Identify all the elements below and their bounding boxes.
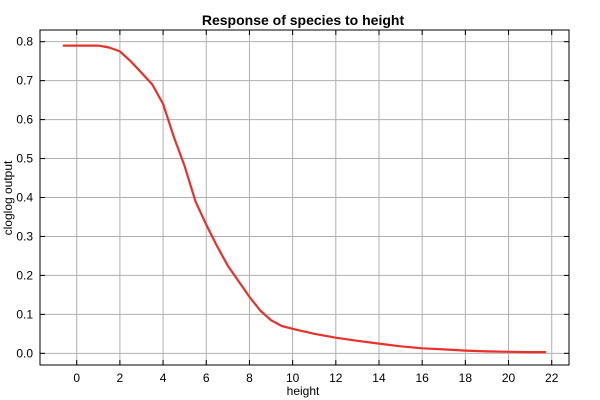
chart-title: Response of species to height (202, 12, 405, 28)
y-axis-label: cloglog output (1, 160, 15, 235)
y-tick-label: 0.3 (16, 229, 33, 243)
response-curve-line (62, 44, 547, 354)
x-tick-label: 22 (545, 371, 559, 385)
y-tick-label: 0.2 (16, 268, 33, 282)
x-tick-label: 4 (160, 371, 167, 385)
x-tick-label: 6 (203, 371, 210, 385)
x-tick-label: 20 (502, 371, 516, 385)
x-tick-label: 12 (329, 371, 343, 385)
x-tick-label: 18 (459, 371, 473, 385)
y-tick-label: 0.8 (16, 35, 33, 49)
x-tick-label: 2 (117, 371, 124, 385)
y-tick-label: 0.6 (16, 113, 33, 127)
x-axis-ticks: 0 2 4 6 8 10 12 14 16 18 20 22 (73, 30, 559, 385)
y-tick-label: 0.4 (16, 191, 33, 205)
x-tick-label: 0 (73, 371, 80, 385)
y-tick-label: 0.5 (16, 152, 33, 166)
y-tick-label: 0.7 (16, 74, 33, 88)
x-axis-label: height (287, 384, 320, 398)
y-tick-label: 0.0 (16, 346, 33, 360)
data-series (62, 44, 547, 354)
x-tick-label: 10 (286, 371, 300, 385)
x-tick-label: 8 (246, 371, 253, 385)
x-tick-label: 14 (372, 371, 386, 385)
grid-lines (40, 30, 569, 365)
y-tick-label: 0.1 (16, 307, 33, 321)
y-axis-ticks: 0.0 0.1 0.2 0.3 0.4 0.5 0.6 0.7 0.8 (16, 35, 569, 360)
x-tick-label: 16 (415, 371, 429, 385)
